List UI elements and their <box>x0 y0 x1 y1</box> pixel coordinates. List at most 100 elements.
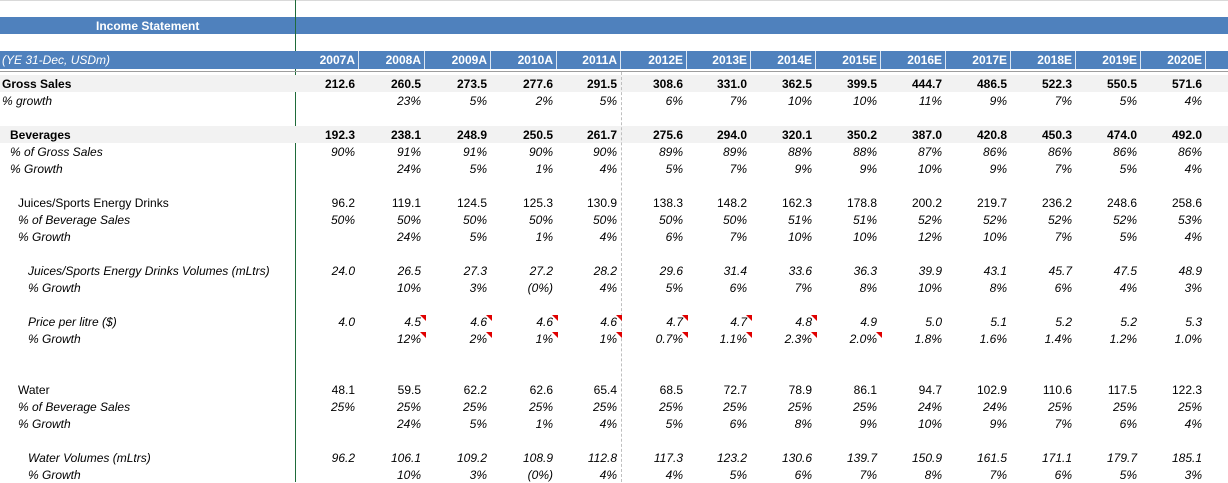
value-cell[interactable]: 29.6 <box>659 264 683 278</box>
value-cell[interactable]: 5% <box>1119 94 1137 108</box>
value-cell[interactable]: 10% <box>917 281 942 295</box>
value-cell[interactable]: 162.3 <box>781 196 812 210</box>
value-cell[interactable]: 5.1 <box>990 315 1007 329</box>
value-cell[interactable]: 7% <box>729 230 747 244</box>
row-label[interactable]: Juices/Sports Energy Drinks Volumes (mLt… <box>28 264 270 278</box>
value-cell[interactable]: 294.0 <box>716 128 747 142</box>
value-cell[interactable]: 130.6 <box>781 451 812 465</box>
value-cell[interactable]: 108.9 <box>522 451 553 465</box>
value-cell[interactable]: 1% <box>535 162 553 176</box>
value-cell[interactable]: 5% <box>1119 468 1137 482</box>
value-cell[interactable]: 275.6 <box>652 128 683 142</box>
row-label[interactable]: % Growth <box>28 281 81 295</box>
value-cell[interactable]: 89% <box>722 145 747 159</box>
value-cell[interactable]: 4% <box>1184 94 1202 108</box>
value-cell[interactable]: 94.7 <box>918 383 942 397</box>
value-cell[interactable]: 25% <box>1177 400 1202 414</box>
value-cell[interactable]: 4% <box>599 417 617 431</box>
value-cell[interactable]: 10% <box>396 281 421 295</box>
value-cell[interactable]: 10% <box>396 468 421 482</box>
row-label[interactable]: Beverages <box>10 128 71 142</box>
value-cell[interactable]: 150.9 <box>911 451 942 465</box>
value-cell[interactable]: 50% <box>658 213 683 227</box>
value-cell[interactable]: 7% <box>1054 94 1072 108</box>
value-cell[interactable]: 48.1 <box>331 383 355 397</box>
value-cell[interactable]: 25% <box>330 400 355 414</box>
value-cell[interactable]: 261.7 <box>586 128 617 142</box>
value-cell[interactable]: 2% <box>431 331 492 347</box>
value-cell[interactable]: 7% <box>729 94 747 108</box>
value-cell[interactable]: 123.2 <box>716 451 747 465</box>
value-cell[interactable]: 50% <box>528 213 553 227</box>
value-cell[interactable]: 102.9 <box>976 383 1007 397</box>
value-cell[interactable]: 248.9 <box>456 128 487 142</box>
value-cell[interactable]: 10% <box>917 417 942 431</box>
row-label[interactable]: Water Volumes (mLtrs) <box>28 451 151 465</box>
value-cell[interactable]: 7% <box>989 468 1007 482</box>
value-cell[interactable]: 212.6 <box>324 77 355 91</box>
row-label[interactable]: % growth <box>2 94 53 108</box>
value-cell[interactable]: 112.8 <box>587 451 617 465</box>
value-cell[interactable]: 9% <box>859 162 877 176</box>
value-cell[interactable]: 24% <box>917 400 942 414</box>
value-cell[interactable]: 486.5 <box>976 77 1007 91</box>
value-cell[interactable]: 1.6% <box>979 332 1007 346</box>
value-cell[interactable]: 88% <box>852 145 877 159</box>
value-cell[interactable]: 25% <box>592 400 617 414</box>
value-cell[interactable]: 4% <box>1119 281 1137 295</box>
value-cell[interactable]: 4% <box>1184 230 1202 244</box>
value-cell[interactable] <box>299 416 355 432</box>
value-cell[interactable]: 571.6 <box>1171 77 1202 91</box>
value-cell[interactable]: 78.9 <box>788 383 812 397</box>
year-header-2014E[interactable]: 2014E <box>777 53 812 67</box>
value-cell[interactable]: 0.7% <box>627 331 688 347</box>
value-cell[interactable]: 4.0 <box>338 315 355 329</box>
value-cell[interactable]: 387.0 <box>911 128 942 142</box>
row-label[interactable]: % Growth <box>18 230 71 244</box>
value-cell[interactable]: 27.2 <box>529 264 553 278</box>
value-cell[interactable]: 3% <box>469 468 487 482</box>
value-cell[interactable]: 50% <box>592 213 617 227</box>
value-cell[interactable]: 4.7 <box>691 314 752 330</box>
value-cell[interactable]: 6% <box>729 281 747 295</box>
value-cell[interactable]: 28.2 <box>593 264 617 278</box>
value-cell[interactable]: 219.7 <box>976 196 1007 210</box>
value-cell[interactable]: 24% <box>396 417 421 431</box>
value-cell[interactable]: (0%) <box>527 468 553 482</box>
value-cell[interactable]: 522.3 <box>1041 77 1072 91</box>
value-cell[interactable]: 7% <box>729 162 747 176</box>
value-cell[interactable]: 5.0 <box>925 315 942 329</box>
value-cell[interactable]: 47.5 <box>1113 264 1137 278</box>
value-cell[interactable]: 8% <box>794 417 812 431</box>
value-cell[interactable]: 25% <box>462 400 487 414</box>
value-cell[interactable]: 492.0 <box>1171 128 1202 142</box>
value-cell[interactable]: 6% <box>729 417 747 431</box>
value-cell[interactable]: 3% <box>1184 281 1202 295</box>
value-cell[interactable]: 362.5 <box>781 77 812 91</box>
row-label[interactable]: % of Beverage Sales <box>18 400 131 414</box>
value-cell[interactable]: 96.2 <box>331 196 355 210</box>
value-cell[interactable]: 5.2 <box>1055 315 1072 329</box>
value-cell[interactable]: 90% <box>330 145 355 159</box>
year-header-2010A[interactable]: 2010A <box>517 53 553 67</box>
value-cell[interactable]: 26.5 <box>397 264 421 278</box>
value-cell[interactable]: 51% <box>852 213 877 227</box>
value-cell[interactable]: 444.7 <box>911 77 942 91</box>
value-cell[interactable]: 273.5 <box>456 77 487 91</box>
value-cell[interactable]: 148.2 <box>716 196 747 210</box>
value-cell[interactable]: 1.2% <box>1109 332 1137 346</box>
value-cell[interactable]: 50% <box>330 213 355 227</box>
row-label[interactable]: % Growth <box>28 332 81 346</box>
value-cell[interactable]: 25% <box>852 400 877 414</box>
value-cell[interactable]: 109.2 <box>456 451 487 465</box>
value-cell[interactable]: 260.5 <box>390 77 421 91</box>
value-cell[interactable]: 5% <box>469 162 487 176</box>
value-cell[interactable] <box>299 229 355 245</box>
row-label[interactable]: % Growth <box>18 417 71 431</box>
value-cell[interactable]: 48.9 <box>1178 264 1202 278</box>
value-cell[interactable]: 4% <box>599 162 617 176</box>
value-cell[interactable]: 53% <box>1177 213 1202 227</box>
value-cell[interactable]: 171.1 <box>1041 451 1072 465</box>
value-cell[interactable]: 139.7 <box>846 451 877 465</box>
value-cell[interactable]: 25% <box>1112 400 1137 414</box>
